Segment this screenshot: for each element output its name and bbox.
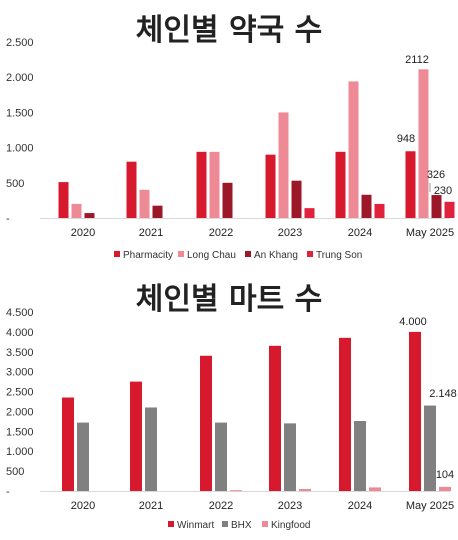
- legend-label: Trung Son: [316, 250, 362, 261]
- data-label: 2.148: [429, 388, 457, 400]
- x-tick-label: May 2025: [406, 227, 454, 239]
- bar-winmart-2022: [200, 355, 212, 491]
- bar-an-khang-2022: [222, 182, 233, 218]
- legend-swatch: [222, 521, 228, 527]
- legend-swatch: [178, 251, 184, 257]
- chart-title: 체인별 마트 수: [136, 282, 323, 317]
- y-tick-label: 2.000: [6, 72, 34, 84]
- chart-2: 체인별 마트 수 4.500 4.000 3.500 3.000 2.500 2.000 1.…: [6, 282, 457, 531]
- legend-label: BHX: [231, 520, 252, 531]
- x-tick-label: 2021: [139, 500, 163, 512]
- chart-title: 체인별 약국 수: [136, 13, 323, 48]
- y-tick-label: 2.000: [6, 406, 34, 418]
- legend-swatch: [114, 251, 120, 257]
- bar-bhx-may-2025: [424, 405, 436, 491]
- y-tick-label: 3.000: [6, 367, 34, 379]
- data-label: 948: [397, 133, 415, 145]
- data-label: 326: [427, 169, 445, 181]
- legend-swatch: [262, 521, 268, 527]
- bar-kingfood-2023: [299, 489, 311, 491]
- y-tick-label: 2.500: [6, 37, 34, 49]
- bar-long-chau-2020: [71, 203, 82, 218]
- bar-long-chau-2024: [348, 81, 359, 218]
- x-tick-label: May 2025: [406, 500, 454, 512]
- bar-pharmacity-2022: [196, 151, 207, 218]
- chart-1: 체인별 약국 수 2.500 2.000 1.500 1.000 500 - 2020 2021…: [6, 13, 455, 261]
- data-label: 2112: [405, 54, 429, 66]
- bar-an-khang-may-2025: [431, 195, 442, 218]
- x-tick-label: 2024: [348, 500, 372, 512]
- bar-bhx-2020: [77, 422, 89, 491]
- data-label: 104: [436, 469, 454, 481]
- bar-trung-son-may-2025: [444, 201, 455, 218]
- bar-pharmacity-2020: [58, 182, 69, 218]
- bar-bhx-2023: [284, 423, 296, 491]
- legend-label: Long Chau: [187, 250, 236, 261]
- bar-bhx-2022: [215, 422, 227, 491]
- x-tick-label: 2022: [209, 227, 233, 239]
- legend-swatch: [168, 521, 174, 527]
- x-tick-label: 2021: [139, 227, 163, 239]
- legend-swatch: [245, 251, 251, 257]
- bar-winmart-2020: [62, 397, 74, 491]
- bar-winmart-2024: [339, 337, 351, 491]
- data-label: 230: [434, 185, 452, 197]
- bar-long-chau-2023: [278, 112, 289, 218]
- y-tick-label: 1.500: [6, 426, 34, 438]
- bar-bhx-2024: [354, 420, 366, 491]
- y-tick-label: -: [6, 213, 10, 225]
- y-tick-label: 4.000: [6, 327, 34, 339]
- bar-long-chau-2022: [209, 151, 220, 218]
- y-tick-label: 3.500: [6, 347, 34, 359]
- x-tick-label: 2023: [278, 227, 302, 239]
- bar-an-khang-2020: [84, 213, 95, 218]
- legend-label: Winmart: [177, 520, 214, 531]
- bar-pharmacity-2023: [265, 154, 276, 218]
- y-tick-label: 2.500: [6, 387, 34, 399]
- legend-label: Kingfood: [271, 520, 310, 531]
- legend-label: Pharmacity: [123, 250, 173, 261]
- bar-trung-son-2024: [374, 203, 385, 218]
- y-tick-label: 4.500: [6, 307, 34, 319]
- y-tick-label: -: [6, 486, 10, 498]
- bar-an-khang-2023: [291, 180, 302, 218]
- y-tick-label: 500: [6, 466, 24, 478]
- legend-swatch: [307, 251, 313, 257]
- x-tick-label: 2023: [278, 500, 302, 512]
- bar-pharmacity-2021: [126, 161, 137, 218]
- bar-kingfood-2024: [369, 487, 381, 491]
- y-tick-label: 500: [6, 178, 24, 190]
- y-tick-label: 1.000: [6, 446, 34, 458]
- y-tick-label: 1.000: [6, 143, 34, 155]
- bar-long-chau-may-2025: [418, 69, 429, 218]
- bar-an-khang-2021: [152, 205, 163, 218]
- bar-winmart-may-2025: [409, 331, 421, 491]
- bar-pharmacity-2024: [335, 151, 346, 218]
- bar-pharmacity-may-2025: [405, 151, 416, 218]
- bar-long-chau-2021: [139, 189, 150, 218]
- data-label: 4.000: [399, 316, 427, 328]
- x-tick-label: 2020: [71, 500, 95, 512]
- x-tick-label: 2024: [348, 227, 372, 239]
- bar-an-khang-2024: [361, 194, 372, 218]
- legend-label: An Khang: [254, 250, 298, 261]
- bar-winmart-2023: [269, 345, 281, 491]
- bar-bhx-2021: [145, 407, 157, 491]
- x-tick-label: 2022: [209, 500, 233, 512]
- bar-winmart-2021: [130, 381, 142, 491]
- x-tick-label: 2020: [71, 227, 95, 239]
- bar-kingfood-2022: [230, 490, 242, 492]
- bar-trung-son-2023: [304, 208, 315, 218]
- y-tick-label: 1.500: [6, 107, 34, 119]
- bar-kingfood-may-2025: [439, 486, 451, 491]
